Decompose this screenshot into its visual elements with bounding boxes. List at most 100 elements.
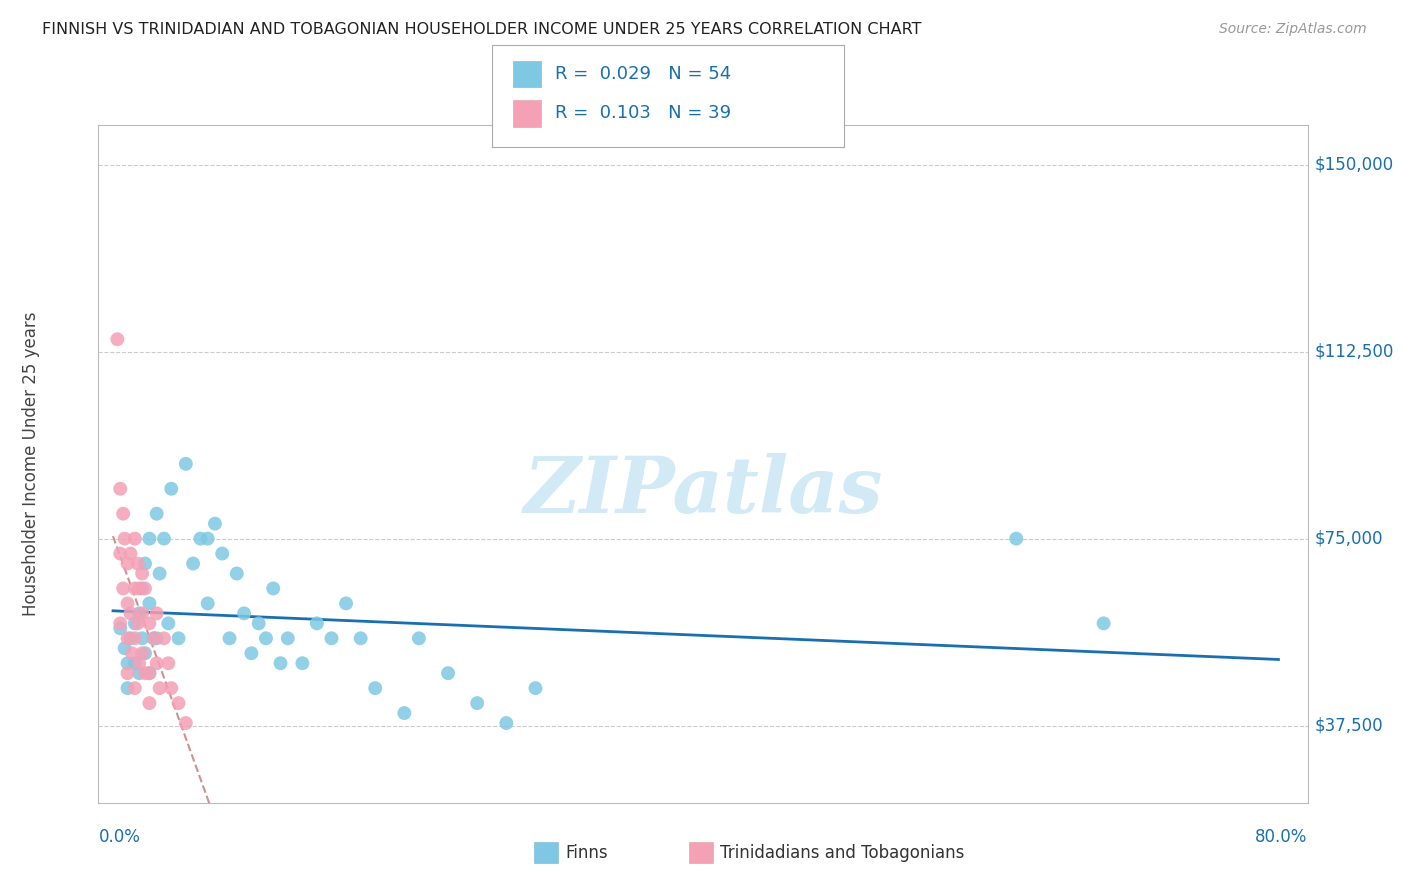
Point bbox=[128, 657, 150, 671]
Point bbox=[124, 657, 146, 671]
Point bbox=[142, 632, 165, 646]
Point bbox=[254, 632, 277, 646]
Point bbox=[131, 582, 153, 596]
Point bbox=[117, 632, 139, 646]
Point bbox=[291, 657, 314, 671]
Point bbox=[145, 632, 167, 646]
Point bbox=[138, 616, 160, 631]
Text: R =  0.103   N = 39: R = 0.103 N = 39 bbox=[555, 104, 731, 122]
Point bbox=[124, 532, 146, 546]
Point bbox=[167, 632, 190, 646]
Point bbox=[174, 716, 197, 731]
Point bbox=[145, 607, 167, 621]
Point bbox=[110, 616, 132, 631]
Point bbox=[277, 632, 299, 646]
Point bbox=[138, 666, 160, 681]
Point bbox=[394, 706, 416, 720]
Point bbox=[112, 507, 135, 521]
Point bbox=[128, 607, 150, 621]
Point bbox=[131, 607, 153, 621]
Point bbox=[270, 657, 292, 671]
Point bbox=[127, 557, 149, 571]
Point bbox=[157, 657, 180, 671]
Point bbox=[112, 582, 135, 596]
Point bbox=[240, 646, 263, 660]
Point bbox=[335, 596, 357, 610]
Point bbox=[120, 547, 142, 561]
Point bbox=[110, 547, 132, 561]
Point bbox=[225, 566, 247, 581]
Point bbox=[142, 632, 165, 646]
Point bbox=[117, 681, 139, 695]
Point bbox=[197, 532, 219, 546]
Text: 80.0%: 80.0% bbox=[1256, 828, 1308, 846]
Text: Source: ZipAtlas.com: Source: ZipAtlas.com bbox=[1219, 22, 1367, 37]
Point bbox=[138, 596, 160, 610]
Point bbox=[167, 696, 190, 710]
Text: 0.0%: 0.0% bbox=[98, 828, 141, 846]
Text: $112,500: $112,500 bbox=[1315, 343, 1393, 360]
Point bbox=[149, 681, 172, 695]
Point bbox=[124, 632, 146, 646]
Point bbox=[204, 516, 226, 531]
Point bbox=[117, 557, 139, 571]
Point bbox=[524, 681, 547, 695]
Point bbox=[124, 582, 146, 596]
Point bbox=[117, 666, 139, 681]
Point bbox=[1005, 532, 1028, 546]
Point bbox=[127, 616, 149, 631]
Point bbox=[153, 532, 176, 546]
Point bbox=[495, 716, 517, 731]
Point bbox=[134, 582, 156, 596]
Point bbox=[465, 696, 488, 710]
Point bbox=[321, 632, 343, 646]
Point bbox=[121, 646, 143, 660]
Text: Finns: Finns bbox=[565, 844, 607, 862]
Point bbox=[262, 582, 284, 596]
Point bbox=[124, 681, 146, 695]
Point bbox=[233, 607, 256, 621]
Text: FINNISH VS TRINIDADIAN AND TOBAGONIAN HOUSEHOLDER INCOME UNDER 25 YEARS CORRELAT: FINNISH VS TRINIDADIAN AND TOBAGONIAN HO… bbox=[42, 22, 922, 37]
Point bbox=[247, 616, 270, 631]
Point bbox=[211, 547, 233, 561]
Point bbox=[408, 632, 430, 646]
Point bbox=[350, 632, 373, 646]
Point bbox=[364, 681, 387, 695]
Point bbox=[190, 532, 212, 546]
Point bbox=[131, 646, 153, 660]
Text: Trinidadians and Tobagonians: Trinidadians and Tobagonians bbox=[720, 844, 965, 862]
Point bbox=[120, 632, 142, 646]
Point bbox=[160, 681, 183, 695]
Point bbox=[110, 621, 132, 635]
Point bbox=[124, 616, 146, 631]
Text: $37,500: $37,500 bbox=[1315, 716, 1384, 734]
Text: $75,000: $75,000 bbox=[1315, 530, 1384, 548]
Point bbox=[437, 666, 460, 681]
Point bbox=[305, 616, 328, 631]
Point bbox=[110, 482, 132, 496]
Point bbox=[128, 666, 150, 681]
Point bbox=[134, 646, 156, 660]
Point bbox=[157, 616, 180, 631]
Point bbox=[117, 657, 139, 671]
Point bbox=[197, 596, 219, 610]
Point bbox=[138, 666, 160, 681]
Text: $150,000: $150,000 bbox=[1315, 156, 1393, 174]
Point bbox=[153, 632, 176, 646]
Point bbox=[174, 457, 197, 471]
Point bbox=[218, 632, 240, 646]
Text: ZIPatlas: ZIPatlas bbox=[523, 453, 883, 529]
Point bbox=[138, 532, 160, 546]
Point bbox=[131, 566, 153, 581]
Point bbox=[160, 482, 183, 496]
Point bbox=[138, 696, 160, 710]
Point bbox=[117, 596, 139, 610]
Point bbox=[131, 632, 153, 646]
Point bbox=[1092, 616, 1115, 631]
Point bbox=[114, 641, 136, 656]
Point bbox=[134, 557, 156, 571]
Point bbox=[128, 582, 150, 596]
Point bbox=[114, 532, 136, 546]
Point bbox=[105, 332, 128, 346]
Point bbox=[120, 607, 142, 621]
